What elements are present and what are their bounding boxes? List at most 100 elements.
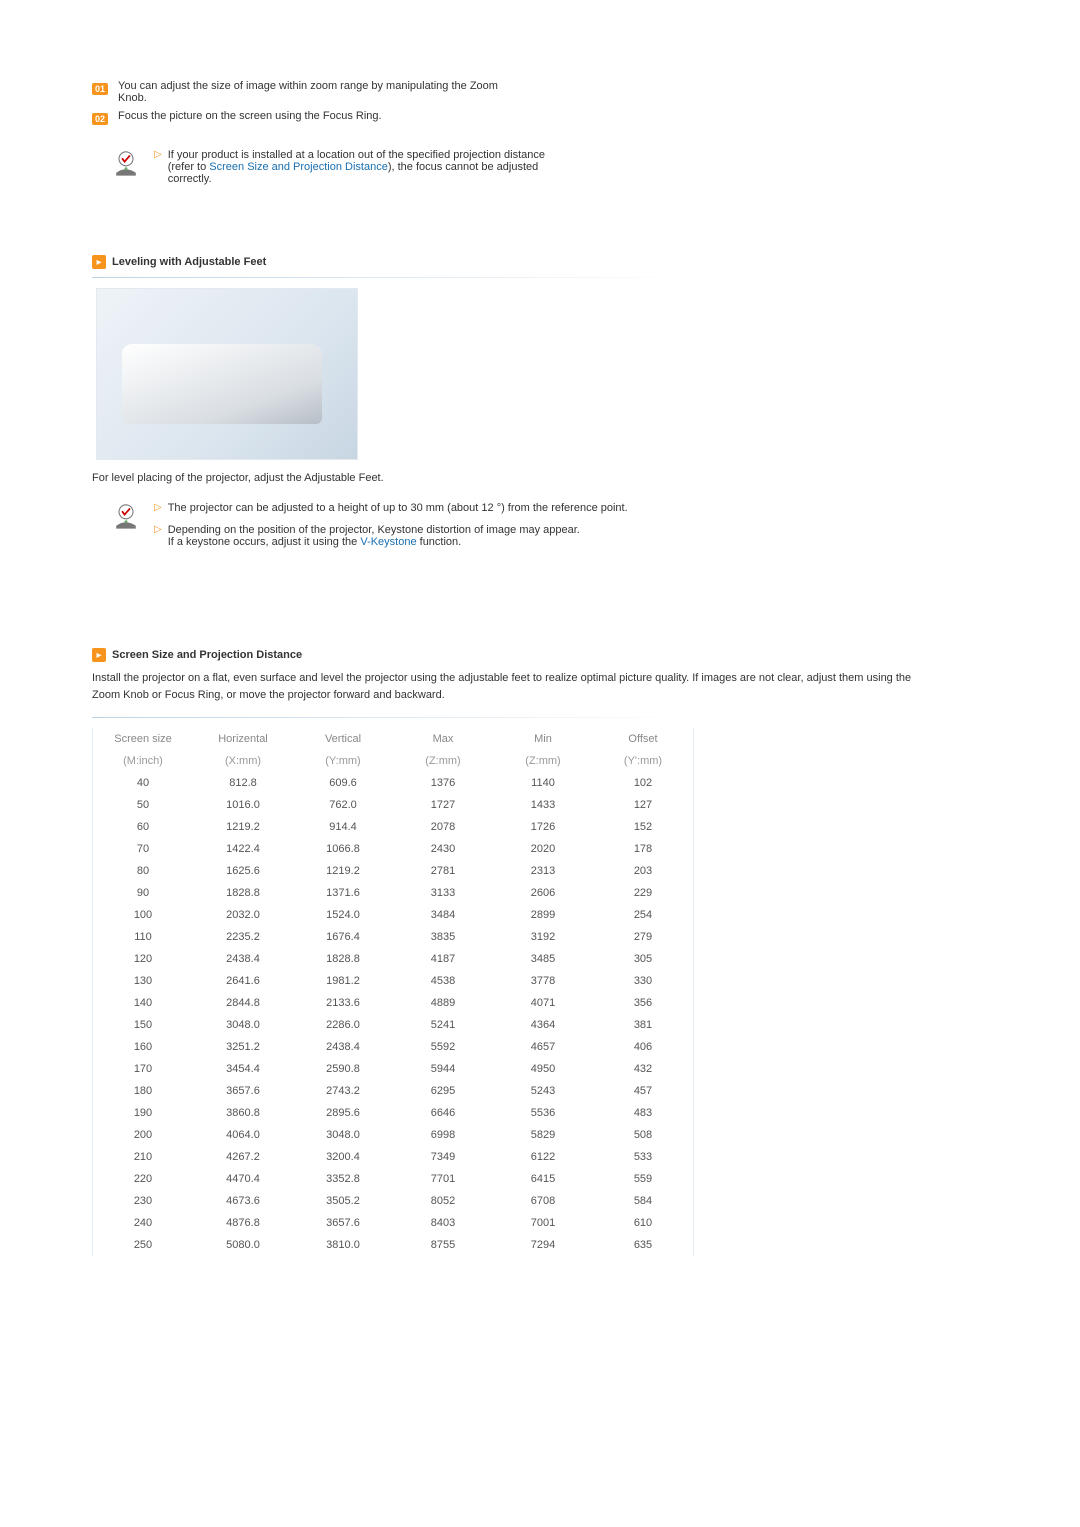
cell: 2430 <box>393 838 493 860</box>
text: function. <box>417 536 462 548</box>
cell: 2235.2 <box>193 926 293 948</box>
cell: 3505.2 <box>293 1190 393 1212</box>
cell: 60 <box>93 816 193 838</box>
cell: 150 <box>93 1014 193 1036</box>
cell: 2899 <box>493 904 593 926</box>
cell: 250 <box>93 1234 193 1256</box>
cell: 1066.8 <box>293 838 393 860</box>
cell: 2438.4 <box>293 1036 393 1058</box>
cell: 229 <box>593 882 693 904</box>
cell: 110 <box>93 926 193 948</box>
table-row: 2505080.03810.087557294635 <box>93 1234 693 1256</box>
col-header: Max <box>393 728 493 750</box>
col-header: Screen size <box>93 728 193 750</box>
cell: 3133 <box>393 882 493 904</box>
cell: 2438.4 <box>193 948 293 970</box>
cell: 4187 <box>393 948 493 970</box>
cell: 3657.6 <box>293 1212 393 1234</box>
screen-size-link[interactable]: Screen Size and Projection Distance <box>209 161 388 173</box>
cell: 8403 <box>393 1212 493 1234</box>
note-text: If your product is installed at a locati… <box>168 149 568 185</box>
table-row: 2004064.03048.069985829508 <box>93 1124 693 1146</box>
vkeystone-link[interactable]: V-Keystone <box>360 536 416 548</box>
bullet-text: Depending on the position of the project… <box>168 524 580 548</box>
cell: 152 <box>593 816 693 838</box>
cell: 330 <box>593 970 693 992</box>
cell: 4470.4 <box>193 1168 293 1190</box>
table-row: 1903860.82895.666465536483 <box>93 1102 693 1124</box>
section-heading: ▸ Screen Size and Projection Distance <box>92 648 912 662</box>
table-row: 1803657.62743.262955243457 <box>93 1080 693 1102</box>
cell: 40 <box>93 772 193 794</box>
cell: 533 <box>593 1146 693 1168</box>
cell: 5944 <box>393 1058 493 1080</box>
cell: 3048.0 <box>193 1014 293 1036</box>
cell: 3810.0 <box>293 1234 393 1256</box>
bullet-arrow-icon: ▷ <box>154 149 162 160</box>
cell: 381 <box>593 1014 693 1036</box>
cell: 210 <box>93 1146 193 1168</box>
cell: 1376 <box>393 772 493 794</box>
divider <box>92 277 692 278</box>
cell: 5829 <box>493 1124 593 1146</box>
cell: 3485 <box>493 948 593 970</box>
section-arrow-icon: ▸ <box>92 648 106 662</box>
col-subheader: (Z:mm) <box>493 750 593 772</box>
cell: 4657 <box>493 1036 593 1058</box>
col-subheader: (X:mm) <box>193 750 293 772</box>
cell: 2286.0 <box>293 1014 393 1036</box>
cell: 6415 <box>493 1168 593 1190</box>
cell: 1371.6 <box>293 882 393 904</box>
col-header: Min <box>493 728 593 750</box>
cell: 1219.2 <box>193 816 293 838</box>
cell: 5592 <box>393 1036 493 1058</box>
table-row: 1202438.41828.841873485305 <box>93 948 693 970</box>
cell: 1219.2 <box>293 860 393 882</box>
bullet-arrow-icon: ▷ <box>154 524 162 535</box>
cell: 3048.0 <box>293 1124 393 1146</box>
cell: 4064.0 <box>193 1124 293 1146</box>
cell: 4071 <box>493 992 593 1014</box>
cell: 4950 <box>493 1058 593 1080</box>
bullet-arrow-icon: ▷ <box>154 502 162 513</box>
cell: 1524.0 <box>293 904 393 926</box>
document-body: 01 You can adjust the size of image with… <box>92 80 912 1256</box>
cell: 812.8 <box>193 772 293 794</box>
table-row: 2204470.43352.877016415559 <box>93 1168 693 1190</box>
cell: 3657.6 <box>193 1080 293 1102</box>
cell: 180 <box>93 1080 193 1102</box>
cell: 102 <box>593 772 693 794</box>
cell: 1828.8 <box>193 882 293 904</box>
cell: 3778 <box>493 970 593 992</box>
cell: 90 <box>93 882 193 904</box>
cell: 559 <box>593 1168 693 1190</box>
cell: 6708 <box>493 1190 593 1212</box>
cell: 914.4 <box>293 816 393 838</box>
cell: 6646 <box>393 1102 493 1124</box>
cell: 5243 <box>493 1080 593 1102</box>
col-subheader: (Y':mm) <box>593 750 693 772</box>
cell: 100 <box>93 904 193 926</box>
cell: 130 <box>93 970 193 992</box>
numbered-item: 02 Focus the picture on the screen using… <box>92 110 498 131</box>
cell: 1828.8 <box>293 948 393 970</box>
table-subheader: (M:inch)(X:mm)(Y:mm)(Z:mm)(Z:mm)(Y':mm) <box>93 750 693 772</box>
cell: 2020 <box>493 838 593 860</box>
col-subheader: (M:inch) <box>93 750 193 772</box>
table-row: 701422.41066.824302020178 <box>93 838 693 860</box>
badge-02: 02 <box>92 113 108 125</box>
cell: 2606 <box>493 882 593 904</box>
table-row: 2404876.83657.684037001610 <box>93 1212 693 1234</box>
cell: 356 <box>593 992 693 1014</box>
cell: 5241 <box>393 1014 493 1036</box>
cell: 7349 <box>393 1146 493 1168</box>
table-row: 40812.8609.613761140102 <box>93 772 693 794</box>
cell: 305 <box>593 948 693 970</box>
badge-01: 01 <box>92 83 108 95</box>
cell: 2133.6 <box>293 992 393 1014</box>
cell: 1433 <box>493 794 593 816</box>
cell: 2743.2 <box>293 1080 393 1102</box>
cell: 160 <box>93 1036 193 1058</box>
cell: 406 <box>593 1036 693 1058</box>
cell: 4267.2 <box>193 1146 293 1168</box>
